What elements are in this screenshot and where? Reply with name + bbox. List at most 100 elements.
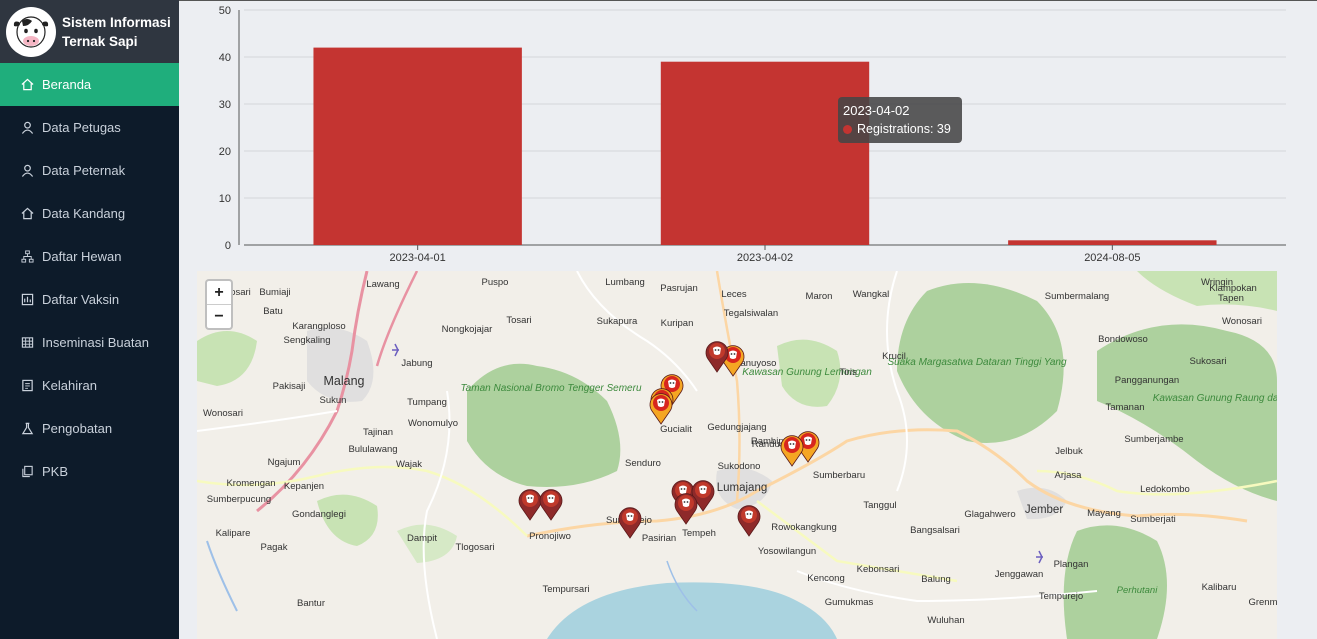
- place-label: Pasrujan: [660, 283, 698, 294]
- cow-pin-marker[interactable]: [779, 433, 805, 467]
- place-label: Nongkojajar: [442, 324, 493, 335]
- place-label: Randuagung: [752, 439, 806, 450]
- place-label: Wajak: [396, 459, 422, 470]
- place-label: Tosari: [506, 315, 531, 326]
- image-icon: [20, 293, 34, 307]
- place-label: Kepanjen: [284, 481, 324, 492]
- place-label: Jelbuk: [1055, 446, 1083, 457]
- cow-pin-marker[interactable]: [704, 339, 730, 373]
- place-label: Jenggawan: [995, 569, 1044, 580]
- x-tick-label: 2023-04-01: [390, 252, 446, 264]
- cow-pin-marker[interactable]: [648, 391, 674, 425]
- sidebar-item-daftar-vaksin[interactable]: Daftar Vaksin: [0, 278, 179, 321]
- place-label: Yosowilangun: [758, 546, 816, 557]
- sidebar-item-pengobatan[interactable]: Pengobatan: [0, 407, 179, 450]
- zoom-in-button[interactable]: +: [207, 281, 231, 305]
- sidebar-item-label: Daftar Hewan: [42, 249, 122, 264]
- place-label: Gucialit: [660, 424, 692, 435]
- top-divider: [179, 0, 1317, 1]
- area-label: Taman Nasional Bromo Tengger Semeru: [460, 383, 641, 394]
- user-icon: [20, 164, 34, 178]
- x-tick-label: 2023-04-02: [737, 252, 793, 264]
- place-label: Wringin: [1201, 277, 1233, 288]
- airport-icon: [392, 343, 399, 357]
- place-label: Bululawang: [348, 444, 397, 455]
- sidebar-item-label: Kelahiran: [42, 378, 97, 393]
- registrations-bar-chart: 0 10 20 30 40 50 2023-04-01 2023-04-02 2024-08-0…: [195, 0, 1295, 268]
- sidebar: Sistem Informasi Ternak Sapi Beranda Dat…: [0, 0, 179, 639]
- place-label: Ledokombo: [1140, 484, 1190, 495]
- place-label: Tempurejo: [1039, 591, 1083, 602]
- copy-icon: [20, 465, 34, 479]
- sidebar-item-data-kandang[interactable]: Data Kandang: [0, 192, 179, 235]
- place-label: Wangkal: [853, 289, 890, 300]
- place-label: Leces: [721, 289, 747, 300]
- sidebar-item-beranda[interactable]: Beranda: [0, 63, 179, 106]
- area-label: Kawasan Gunung Raung dan Gunung Ijen: [1153, 393, 1277, 404]
- document-icon: [20, 379, 34, 393]
- place-label: Sumberjati: [1130, 514, 1175, 525]
- chart-bar: [1008, 240, 1217, 245]
- place-label: Tanggul: [863, 500, 896, 511]
- place-label: Tajinan: [363, 427, 393, 438]
- cow-logo-icon: [6, 6, 56, 57]
- place-label: Tumpang: [407, 397, 447, 408]
- chart-bar: [660, 61, 870, 246]
- place-label: Kalibaru: [1202, 582, 1237, 593]
- place-label: Arjasa: [1055, 470, 1083, 481]
- cow-pin-marker[interactable]: [736, 503, 762, 537]
- place-label: Rambipuji: [751, 436, 793, 447]
- place-label: Tegalsiwalan: [724, 308, 778, 319]
- farm-location-map[interactable]: Taman Nasional Bromo Tengger Semeru Suak…: [197, 271, 1277, 639]
- place-label: Lumbang: [605, 277, 645, 288]
- zoom-out-button[interactable]: −: [214, 307, 224, 325]
- place-label: Lawang: [366, 279, 399, 290]
- place-label: Kebonsari: [857, 564, 900, 575]
- place-label: Tempursari: [543, 584, 590, 595]
- sidebar-item-pkb[interactable]: PKB: [0, 450, 179, 493]
- sidebar-item-data-peternak[interactable]: Data Peternak: [0, 149, 179, 192]
- place-label: Gedungjajang: [707, 422, 766, 433]
- place-label: Pangganungan: [1115, 375, 1179, 386]
- sidebar-item-inseminasi-buatan[interactable]: Inseminasi Buatan: [0, 321, 179, 364]
- place-label: Pakisaji: [273, 381, 306, 392]
- place-label: Bondowoso: [1098, 334, 1148, 345]
- place-label: Tiris: [839, 367, 857, 378]
- place-label: Tapen: [1218, 293, 1244, 304]
- place-label: Lumajang: [717, 482, 768, 494]
- place-label: Sukosari: [1190, 356, 1227, 367]
- cow-pin-marker[interactable]: [538, 487, 564, 521]
- place-label: Tlogosari: [455, 542, 494, 553]
- table-icon: [20, 336, 34, 350]
- cow-pin-marker[interactable]: [690, 478, 716, 512]
- place-label: Wonosari: [1222, 316, 1262, 327]
- place-label: Sumberjambe: [1124, 434, 1183, 445]
- series-color-swatch: [843, 124, 852, 134]
- y-tick-label: 20: [219, 146, 231, 158]
- user-icon: [20, 121, 34, 135]
- y-tick-label: 40: [219, 52, 231, 64]
- sidebar-item-label: PKB: [42, 464, 69, 479]
- place-label: Sukodono: [718, 461, 761, 472]
- place-label: Wuluhan: [927, 615, 964, 626]
- cow-pin-marker[interactable]: [673, 491, 699, 525]
- place-label: Wonosari: [203, 408, 243, 419]
- sidebar-item-daftar-hewan[interactable]: Daftar Hewan: [0, 235, 179, 278]
- sidebar-item-kelahiran[interactable]: Kelahiran: [0, 364, 179, 407]
- place-label: Mayang: [1087, 508, 1121, 519]
- tooltip-title: 2023-04-02: [843, 103, 910, 118]
- sidebar-item-label: Inseminasi Buatan: [42, 335, 149, 350]
- place-label: Pronojiwo: [529, 531, 571, 542]
- sidebar-item-data-petugas[interactable]: Data Petugas: [0, 106, 179, 149]
- home-icon: [20, 78, 34, 92]
- place-label: Sengkaling: [283, 335, 330, 346]
- area-label: Suaka Margasatwa Dataran Tinggi Yang: [887, 357, 1067, 368]
- place-label: Malang: [324, 374, 365, 388]
- place-label: Karangploso: [292, 321, 345, 332]
- cow-pin-marker[interactable]: [617, 505, 643, 539]
- place-label: Kuripan: [661, 318, 694, 329]
- tooltip-row: Registrations: 39: [843, 122, 951, 136]
- airport-icon: [1036, 550, 1043, 564]
- cow-pin-marker[interactable]: [659, 372, 685, 406]
- place-label: Pagak: [261, 542, 288, 553]
